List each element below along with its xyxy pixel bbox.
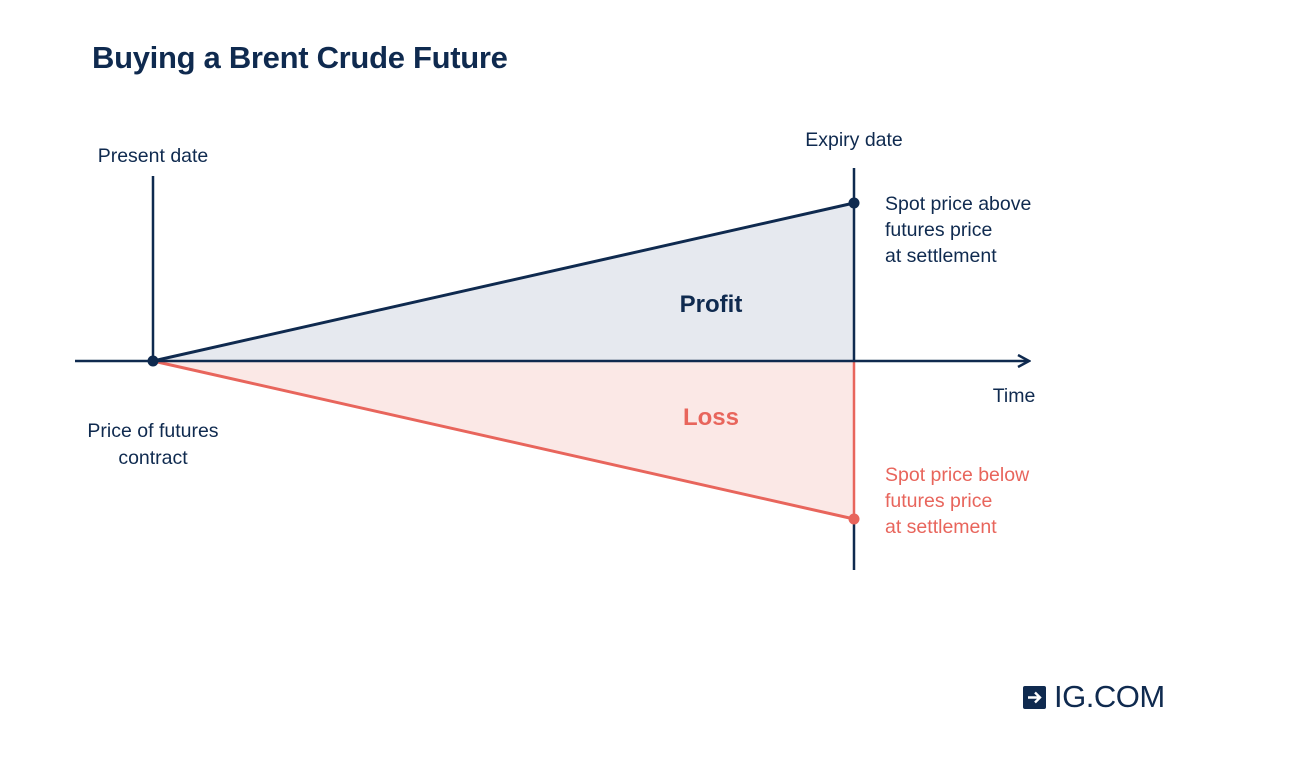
spot-below-label-line3: at settlement: [885, 516, 997, 538]
futures-price-label-line1: Price of futures: [87, 420, 218, 442]
spot-below-point: [848, 513, 860, 525]
spot-below-label-line2: futures price: [885, 490, 992, 512]
futures-price-label-line2: contract: [118, 447, 188, 469]
present-date-label: Present date: [98, 145, 209, 167]
page-title: Buying a Brent Crude Future: [92, 40, 508, 75]
futures-price-point: [147, 355, 159, 367]
loss-line: [152, 359, 855, 521]
loss-label: Loss: [683, 404, 739, 431]
time-axis-label: Time: [993, 385, 1036, 407]
profit-label: Profit: [680, 291, 743, 318]
ig-logo: IG.COM: [1023, 679, 1165, 714]
arrow-right-icon: [1023, 685, 1046, 709]
spot-above-label-line1: Spot price above: [885, 193, 1031, 215]
spot-below-label-line1: Spot price below: [885, 464, 1030, 486]
spot-above-label-line3: at settlement: [885, 245, 997, 267]
spot-above-label-line2: futures price: [885, 219, 992, 241]
expiry-date-label: Expiry date: [805, 129, 903, 151]
spot-above-point: [848, 197, 860, 209]
profit-line: [152, 201, 855, 363]
ig-logo-text: IG.COM: [1054, 679, 1165, 714]
